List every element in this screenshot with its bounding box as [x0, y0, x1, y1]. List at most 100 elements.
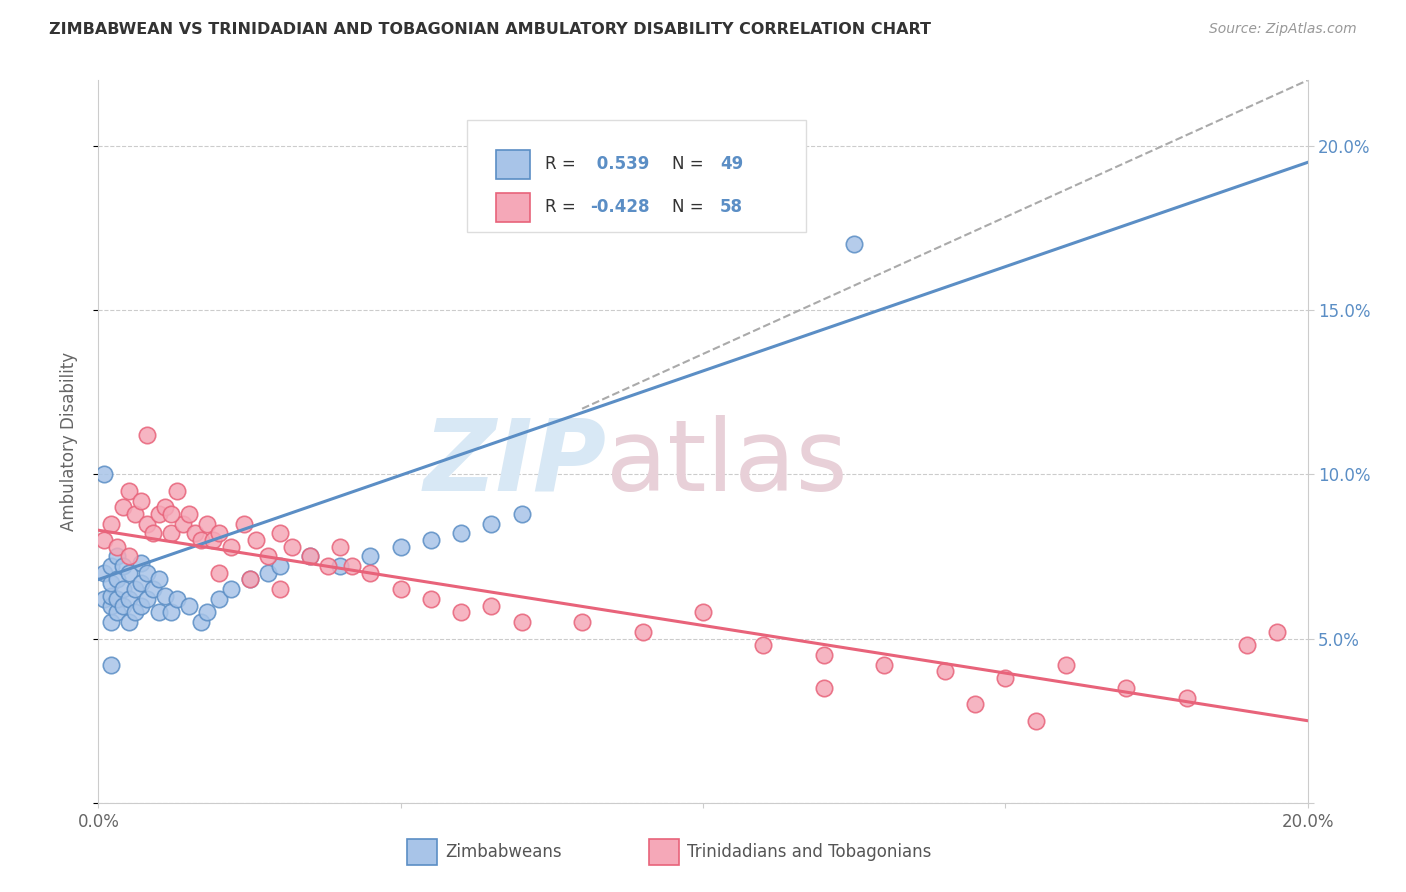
Point [129, 556, 152, 570]
Point [1115, 681, 1137, 695]
Point [208, 526, 231, 541]
Point [118, 566, 141, 580]
Point [111, 599, 134, 613]
Text: 0.539: 0.539 [591, 155, 650, 173]
Point [844, 237, 866, 252]
Point [281, 540, 304, 554]
Point [360, 566, 382, 580]
Point [1054, 657, 1077, 672]
Text: Trinidadians and Tobagonians: Trinidadians and Tobagonians [688, 843, 932, 861]
Point [360, 549, 382, 564]
Point [105, 605, 128, 619]
Point [166, 592, 188, 607]
Point [111, 559, 134, 574]
Point [93, 592, 115, 607]
Point [510, 507, 533, 521]
Point [100, 615, 122, 630]
Point [179, 507, 201, 521]
Point [135, 428, 157, 442]
Point [105, 592, 128, 607]
Point [329, 559, 352, 574]
Point [118, 592, 141, 607]
Point [142, 526, 165, 541]
Point [93, 533, 115, 547]
Point [111, 500, 134, 515]
Point [129, 575, 152, 590]
Point [752, 638, 775, 652]
Bar [496, 150, 530, 178]
Point [239, 573, 262, 587]
Point [208, 566, 231, 580]
Point [105, 573, 128, 587]
Point [1267, 625, 1289, 640]
Point [179, 599, 201, 613]
Point [510, 615, 533, 630]
Point [389, 540, 412, 554]
Point [118, 483, 141, 498]
Text: ZIP: ZIP [423, 415, 606, 512]
Point [100, 516, 122, 531]
Point [420, 592, 443, 607]
Point [129, 493, 152, 508]
Bar [406, 838, 437, 865]
Point [269, 526, 291, 541]
Text: R =: R = [544, 198, 581, 216]
Point [111, 582, 134, 597]
Point [118, 615, 141, 630]
Point [160, 605, 183, 619]
Point [934, 665, 956, 679]
Point [221, 540, 243, 554]
Point [100, 559, 122, 574]
Bar [496, 193, 530, 222]
Point [142, 582, 165, 597]
Point [245, 533, 267, 547]
Text: -0.428: -0.428 [591, 198, 650, 216]
Point [148, 507, 170, 521]
Text: 49: 49 [720, 155, 744, 173]
Point [195, 605, 218, 619]
Point [100, 657, 122, 672]
Point [269, 582, 291, 597]
Point [135, 566, 157, 580]
Point [184, 526, 207, 541]
Point [129, 599, 152, 613]
Point [135, 516, 157, 531]
Point [1236, 638, 1258, 652]
Point [190, 533, 212, 547]
Point [202, 533, 225, 547]
Point [148, 605, 170, 619]
Point [190, 615, 212, 630]
Point [692, 605, 714, 619]
Point [153, 500, 176, 515]
Point [342, 559, 364, 574]
Point [195, 516, 218, 531]
Point [124, 582, 146, 597]
Point [100, 575, 122, 590]
Point [208, 592, 231, 607]
Point [299, 549, 322, 564]
Point [148, 573, 170, 587]
Point [153, 589, 176, 603]
Point [93, 566, 115, 580]
Point [571, 615, 593, 630]
Point [299, 549, 322, 564]
Point [316, 559, 339, 574]
Point [124, 605, 146, 619]
Point [93, 467, 115, 482]
Point [450, 605, 472, 619]
Point [813, 681, 835, 695]
Point [450, 526, 472, 541]
Point [160, 526, 183, 541]
Point [232, 516, 254, 531]
Text: 58: 58 [720, 198, 742, 216]
Point [239, 573, 262, 587]
Point [172, 516, 194, 531]
Point [124, 507, 146, 521]
Point [105, 549, 128, 564]
Y-axis label: Ambulatory Disability: Ambulatory Disability [59, 352, 77, 531]
FancyBboxPatch shape [467, 120, 806, 232]
Point [481, 599, 503, 613]
Text: Source: ZipAtlas.com: Source: ZipAtlas.com [1209, 22, 1357, 37]
Point [135, 592, 157, 607]
Point [256, 549, 278, 564]
